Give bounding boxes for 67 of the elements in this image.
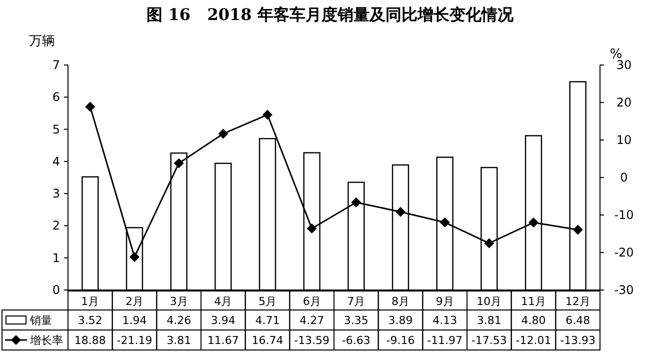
data-label: 4.27 [300,314,324,327]
y2-tick-label: 0 [620,170,628,184]
x-tick-label: 5月 [258,295,276,308]
x-tick-label: 3月 [170,295,188,308]
x-tick-label: 9月 [436,295,454,308]
y2-tick-label: -30 [614,283,634,297]
y-tick-label: 1 [52,250,60,265]
x-tick-label: 10月 [476,295,502,308]
chart-title: 图 16 2018 年客车月度销量及同比增长变化情况 [146,5,514,24]
data-label: -17.53 [471,334,507,347]
data-label: 16.74 [252,334,284,347]
point [484,238,494,248]
data-label: 3.81 [476,314,502,327]
data-label: 18.88 [74,334,106,347]
point [572,224,583,235]
data-label: -9.16 [386,334,415,347]
data-label: 3.52 [78,314,102,327]
x-tick-label: 6月 [302,295,321,308]
point [218,128,228,139]
data-label: 3.89 [388,314,413,327]
y2-tick-label: 30 [616,58,632,72]
data-label: 6.48 [566,314,590,327]
point [351,197,362,208]
data-label: 4.13 [432,314,458,327]
point [528,218,538,228]
x-tick-label: 11月 [521,295,546,308]
y-tick-label: 7 [52,58,60,72]
x-tick-label: 2月 [126,295,144,308]
legend-label: 销量 [29,314,52,327]
y-tick-label: 6 [52,90,60,104]
y-tick-label: 3 [52,186,60,201]
data-label: 3.81 [166,334,192,347]
data-label: -13.59 [294,334,330,347]
x-tick-label: 7月 [347,295,366,308]
data-label: 4.26 [166,314,192,327]
y-tick-label: 2 [52,218,60,233]
data-label: -6.63 [342,334,370,347]
data-label: 4.80 [521,314,546,327]
data-label: 3.94 [210,314,236,327]
x-tick-label: 12月 [565,295,590,308]
point [306,223,317,234]
point [396,206,406,217]
data-label: 4.71 [255,314,280,327]
point [174,158,184,168]
x-tick-label: 4月 [214,295,232,308]
data-label: -13.93 [560,334,596,347]
data-label: -12.01 [516,334,552,347]
data-label: 3.35 [344,314,368,327]
data-label: -21.19 [116,334,152,347]
legend-label: 增长率 [29,334,63,347]
point [440,217,450,228]
y2-tick-label: 20 [616,96,632,110]
y-tick-label: 0 [52,283,60,297]
x-tick-label: 8月 [392,295,410,308]
x-tick-label: 1月 [81,295,100,308]
point [130,252,140,262]
y-axis-title: 万辆 [29,34,55,49]
point [85,102,96,112]
y2-tick-label: -20 [614,246,634,260]
y-tick-label: 5 [52,122,60,136]
y2-tick-label: 10 [616,133,632,147]
y-tick-label: 4 [52,154,60,168]
y2-tick-label: -10 [614,208,634,222]
point [262,110,272,120]
data-label: 11.67 [207,334,239,347]
data-label: -11.97 [427,334,463,347]
data-label: 1.94 [122,314,147,327]
